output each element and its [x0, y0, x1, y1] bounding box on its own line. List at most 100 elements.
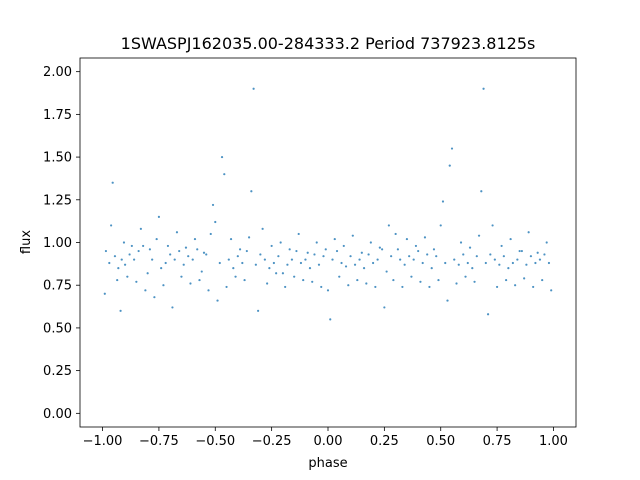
- data-point: [193, 237, 197, 241]
- data-point: [266, 282, 269, 285]
- data-point: [263, 258, 266, 261]
- data-point: [455, 282, 458, 285]
- data-point: [419, 280, 422, 283]
- data-point: [187, 255, 190, 258]
- data-point: [516, 258, 519, 261]
- data-point: [437, 278, 440, 282]
- data-point: [511, 261, 514, 265]
- data-point: [428, 285, 431, 289]
- data-point: [426, 253, 429, 256]
- x-tick-label: 0.50: [426, 434, 455, 449]
- x-tick-label: −1.00: [83, 434, 123, 449]
- data-point: [175, 231, 179, 234]
- data-point: [275, 272, 278, 275]
- data-point: [387, 224, 390, 227]
- data-point: [148, 248, 151, 251]
- data-point: [211, 203, 215, 207]
- x-tick-label: −0.25: [252, 434, 292, 449]
- data-point: [232, 267, 235, 270]
- data-point: [286, 263, 289, 266]
- data-point: [220, 155, 224, 159]
- data-point: [322, 255, 325, 258]
- data-point: [252, 87, 255, 90]
- data-point: [297, 232, 300, 236]
- data-point: [272, 261, 275, 265]
- data-point: [137, 249, 140, 253]
- data-point: [344, 265, 348, 268]
- data-point: [173, 258, 176, 261]
- data-point: [471, 267, 474, 270]
- data-point: [216, 299, 219, 302]
- chart-title: 1SWASPJ162035.00-284333.2 Period 737923.…: [121, 34, 536, 53]
- data-point: [374, 285, 377, 289]
- data-point: [189, 282, 192, 285]
- data-point: [414, 244, 418, 248]
- data-point: [182, 263, 185, 266]
- data-point: [225, 285, 228, 289]
- data-point: [241, 261, 244, 265]
- data-point: [259, 253, 262, 256]
- data-point: [473, 280, 476, 283]
- x-tick-label: 1.00: [539, 434, 568, 449]
- data-point: [505, 278, 508, 282]
- data-point: [495, 285, 499, 289]
- data-point: [257, 309, 260, 312]
- data-point: [541, 278, 544, 282]
- data-point: [383, 306, 386, 309]
- data-point: [180, 275, 183, 278]
- x-tick-label: 0.75: [483, 434, 512, 449]
- data-point: [245, 249, 248, 253]
- data-point: [315, 241, 318, 244]
- data-point: [254, 263, 257, 266]
- data-point: [113, 255, 117, 258]
- data-point: [412, 258, 415, 261]
- data-point: [184, 246, 188, 249]
- data-point: [122, 241, 126, 244]
- data-point: [358, 258, 361, 261]
- data-point: [200, 270, 203, 273]
- data-point: [308, 267, 312, 270]
- data-point: [365, 282, 368, 285]
- y-tick-label: 1.00: [43, 236, 72, 251]
- data-point: [408, 255, 411, 258]
- data-point: [421, 261, 424, 265]
- data-point: [171, 306, 174, 309]
- data-point: [277, 255, 280, 258]
- data-point: [299, 261, 303, 265]
- data-point: [320, 285, 323, 289]
- data-point: [509, 237, 512, 241]
- data-point: [295, 249, 298, 253]
- data-point: [538, 258, 542, 261]
- data-point: [550, 289, 553, 292]
- y-tick-label: 0.00: [43, 407, 72, 422]
- data-point: [351, 234, 354, 237]
- x-tick-label: −0.50: [195, 434, 235, 449]
- data-point: [390, 255, 393, 258]
- data-point: [227, 258, 230, 261]
- data-point: [435, 255, 438, 258]
- data-point: [126, 275, 129, 278]
- data-point: [403, 263, 406, 266]
- x-tick-label: −0.75: [139, 434, 179, 449]
- data-point: [466, 261, 469, 265]
- data-point: [450, 147, 454, 150]
- data-point: [311, 280, 314, 283]
- y-tick-label: 1.25: [43, 193, 72, 208]
- data-point: [196, 248, 199, 251]
- data-point: [169, 253, 172, 256]
- data-point: [520, 249, 523, 253]
- data-point: [139, 227, 142, 230]
- data-point: [130, 244, 133, 248]
- data-point: [108, 261, 111, 265]
- y-tick-label: 0.50: [43, 321, 72, 336]
- data-point: [514, 284, 517, 287]
- data-point: [247, 236, 251, 239]
- x-axis-ticks: −1.00 −0.75 −0.50 −0.25 0.00 0.25 0.50 0.75 1.00: [83, 427, 568, 449]
- data-point: [523, 277, 526, 280]
- data-point: [417, 249, 420, 253]
- x-tick-label: 0.25: [370, 434, 399, 449]
- data-point: [268, 267, 271, 270]
- data-point: [313, 253, 316, 256]
